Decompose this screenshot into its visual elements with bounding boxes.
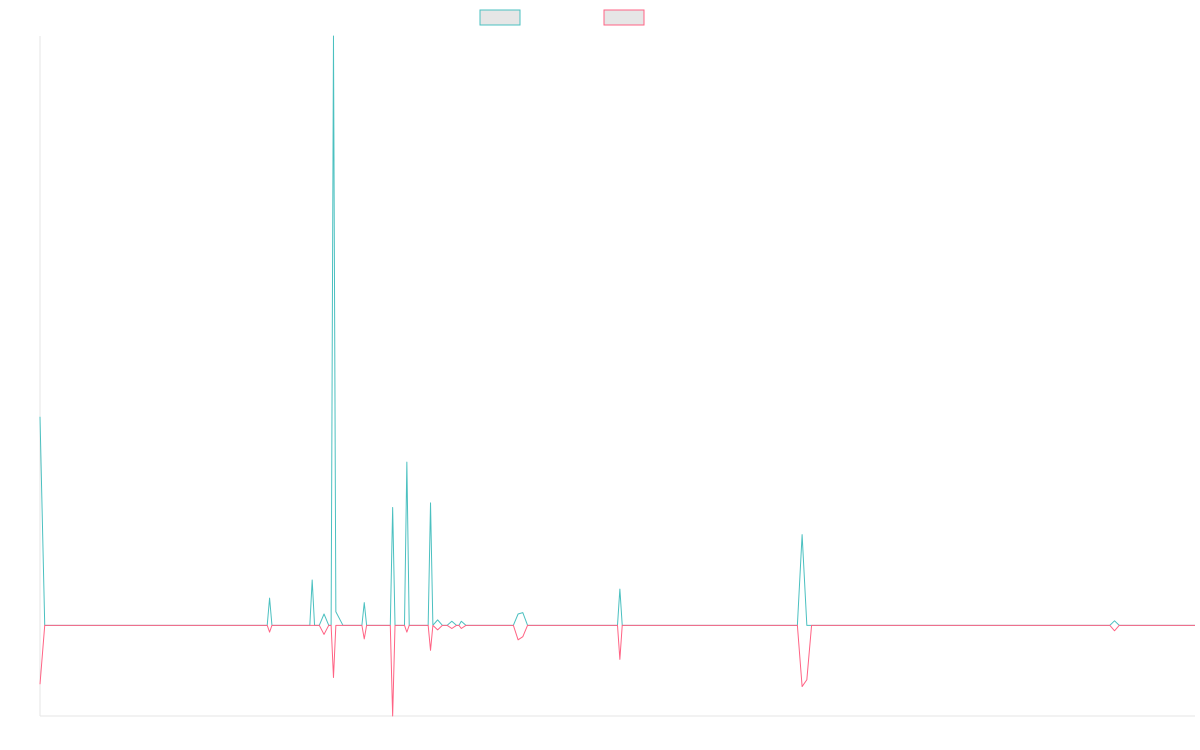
legend-item-1[interactable] <box>479 9 521 26</box>
series-line-2 <box>39 624 1195 717</box>
legend-swatch-2 <box>603 9 645 26</box>
chart-legend <box>479 9 645 26</box>
legend-item-2[interactable] <box>603 9 645 26</box>
plot-area <box>39 35 1195 717</box>
chart-axes <box>39 36 1195 717</box>
series-line-1 <box>39 35 1195 626</box>
legend-swatch-1 <box>479 9 521 26</box>
